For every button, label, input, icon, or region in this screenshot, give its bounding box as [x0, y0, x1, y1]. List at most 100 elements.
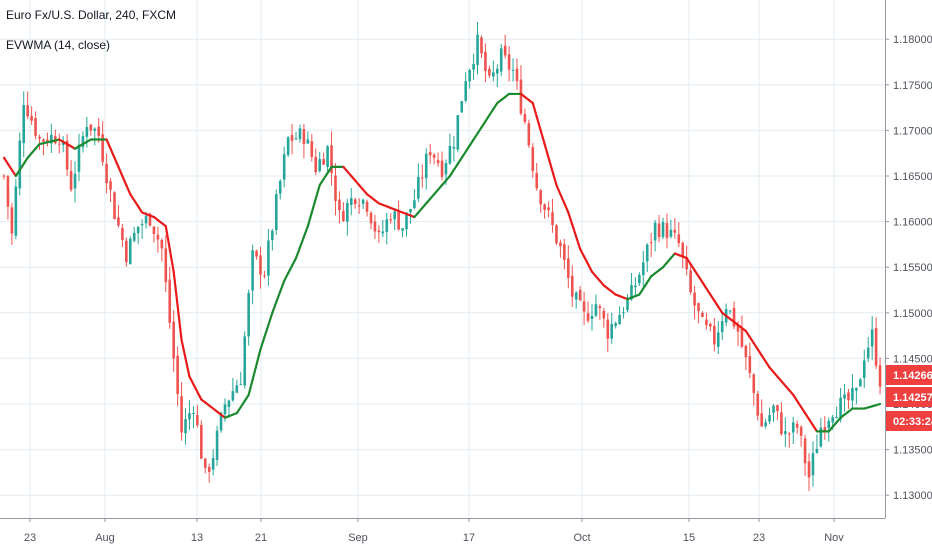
candle-body	[732, 307, 736, 327]
candles	[2, 21, 882, 492]
candle	[634, 277, 637, 297]
evwma-segment	[452, 162, 459, 172]
candle	[768, 407, 771, 425]
candle	[531, 143, 535, 179]
evwma-segment	[263, 323, 270, 339]
price-tag-bg	[886, 365, 932, 385]
candle-body	[507, 54, 511, 70]
candle	[231, 378, 235, 402]
candle-body	[57, 143, 61, 145]
candle	[353, 197, 357, 209]
candle	[259, 246, 262, 289]
candle	[669, 219, 673, 239]
candle	[227, 399, 231, 418]
candle	[740, 315, 744, 349]
evwma-segment	[267, 311, 274, 327]
candle	[823, 415, 827, 440]
candle-body	[748, 356, 752, 374]
candle	[456, 114, 460, 153]
evwma-segment	[531, 101, 538, 118]
candle	[626, 294, 629, 313]
evwma-segment	[476, 126, 483, 135]
evwma-segment	[488, 108, 495, 117]
candle	[346, 198, 349, 236]
candle-body	[752, 374, 756, 393]
candle-body	[563, 244, 566, 260]
evwma-segment	[480, 120, 487, 129]
evwma-segment	[567, 211, 574, 226]
candle	[322, 152, 325, 165]
candle-body	[361, 199, 365, 204]
candle-body	[298, 128, 302, 140]
candle-body	[701, 312, 704, 317]
evwma-segment	[551, 170, 558, 187]
indicator-label: EVWMA (14, close)	[6, 38, 110, 52]
candle-body	[669, 229, 673, 237]
candle-body	[444, 162, 448, 175]
candle-body	[231, 391, 235, 401]
candle-body	[77, 144, 81, 172]
candle	[302, 124, 306, 159]
candle-body	[235, 385, 239, 393]
candle-body	[677, 234, 681, 244]
candle-body	[638, 274, 641, 284]
evwma-segment	[279, 279, 286, 293]
candle	[318, 151, 321, 173]
candle	[385, 212, 389, 245]
evwma-segment	[705, 287, 712, 296]
candle	[728, 310, 732, 315]
candle-body	[417, 176, 420, 199]
candle-body	[10, 207, 14, 234]
price-tick-label: 1.15500	[893, 262, 932, 274]
candle	[488, 65, 491, 78]
candle-body	[109, 181, 112, 190]
candle-body	[799, 427, 803, 436]
evwma-segment	[302, 225, 309, 238]
time-tick-label: Oct	[573, 532, 590, 544]
candle-body	[488, 68, 491, 76]
candle-body	[34, 117, 37, 136]
candle-body	[172, 321, 175, 359]
evwma-segment	[184, 357, 191, 378]
price-tick-label: 1.17500	[893, 80, 932, 92]
evwma-segment	[748, 336, 755, 345]
candle-body	[18, 140, 22, 189]
candle-body	[302, 129, 306, 144]
price-tag-label: 1.14257	[893, 392, 932, 404]
candle	[653, 219, 657, 252]
candle	[330, 131, 333, 186]
price-tick-label: 1.17000	[893, 125, 932, 137]
candle	[243, 331, 247, 389]
candle-body	[278, 180, 282, 194]
candle	[50, 123, 53, 154]
price-tick-label: 1.14500	[893, 353, 932, 365]
candle-body	[294, 138, 298, 140]
evwma-segment	[271, 301, 278, 314]
candle-body	[389, 219, 393, 221]
candle	[638, 272, 641, 286]
candle-body	[586, 313, 590, 321]
time-tick-label: Aug	[95, 532, 115, 544]
candle	[160, 238, 164, 262]
candle	[420, 164, 424, 188]
candle-body	[622, 312, 625, 314]
evwma-segment	[306, 211, 313, 228]
candle-body	[113, 192, 116, 220]
candle-body	[148, 213, 152, 226]
evwma-segment	[133, 199, 140, 208]
candle-body	[105, 163, 108, 184]
candle	[34, 111, 37, 140]
candle-body	[184, 419, 187, 434]
candle	[188, 400, 191, 431]
evwma-segment	[875, 402, 882, 407]
candle	[334, 163, 337, 216]
candle-body	[353, 199, 357, 205]
candle	[582, 291, 586, 326]
candle-body	[862, 360, 866, 378]
candle	[436, 152, 440, 167]
candle	[598, 304, 602, 321]
candle-body	[661, 221, 665, 237]
